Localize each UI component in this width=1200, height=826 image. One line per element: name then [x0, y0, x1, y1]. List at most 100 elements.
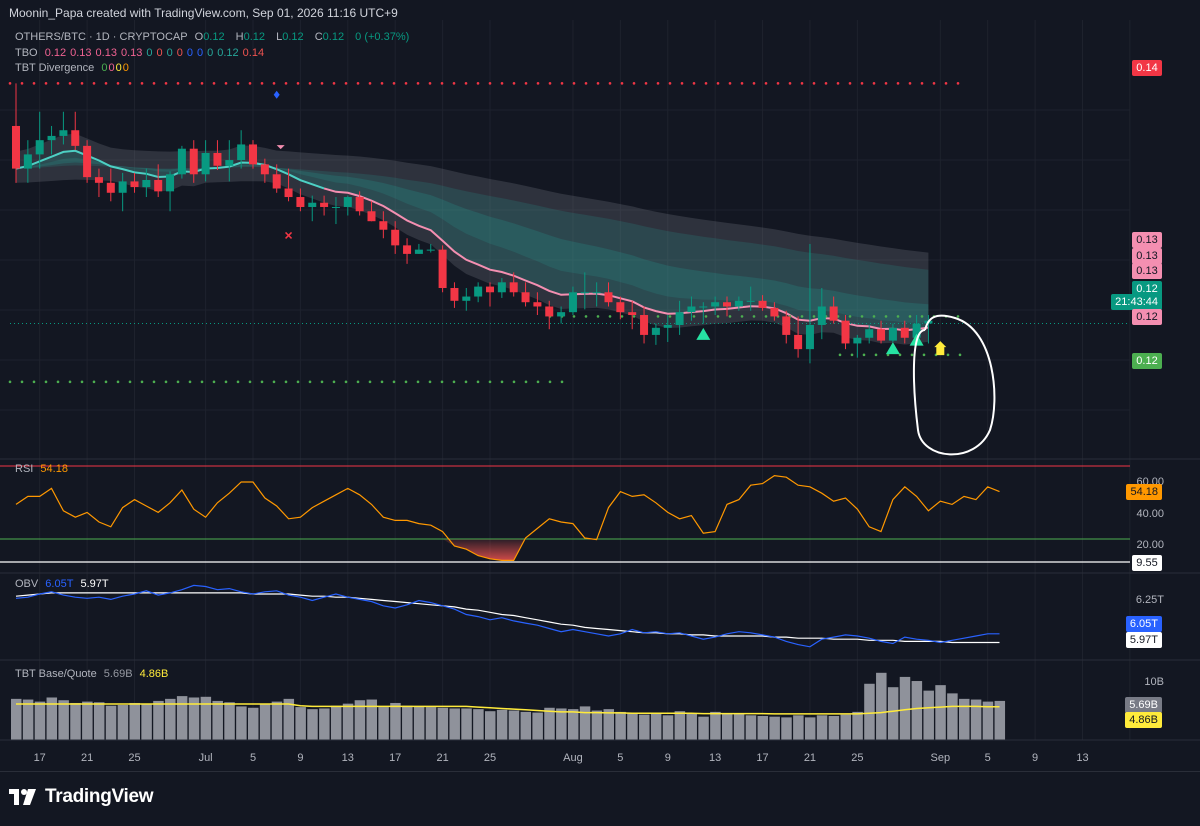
obv-axis-tick: 6.25T [1135, 594, 1164, 606]
candle-body [391, 229, 400, 246]
candle-body [225, 160, 234, 166]
divergence-values: 0000 [101, 62, 130, 74]
volume-bar [46, 697, 58, 740]
support-dot [440, 380, 444, 384]
support-dot-recent [956, 315, 960, 318]
candle-body [272, 174, 281, 189]
symbol-name[interactable]: OTHERS/BTC · 1D · CRYPTOCAP [15, 31, 188, 43]
resistance-dot [668, 82, 672, 85]
price-label: 0.12 [1132, 281, 1162, 297]
support-dot [416, 380, 420, 384]
support-dot [152, 380, 156, 384]
candle-body [106, 182, 115, 193]
resistance-dot [608, 82, 612, 85]
candle-body [687, 306, 696, 313]
tbo-value: 0.13 [120, 47, 143, 59]
support-dot [560, 380, 564, 384]
support-dot [356, 380, 360, 384]
time-axis-tick: 9 [1032, 752, 1039, 764]
ma-cloud-outer [16, 133, 929, 345]
volume-bar [899, 676, 911, 740]
obv-legend[interactable]: OBV 6.05T 5.97T [15, 578, 113, 590]
resistance-dot [320, 82, 324, 85]
candle-body [71, 130, 80, 146]
volume-legend[interactable]: TBT Base/Quote 5.69B 4.86B [15, 668, 172, 680]
support-dot-recent [872, 315, 876, 318]
resistance-dot [44, 82, 48, 85]
resistance-dot [512, 82, 516, 85]
support-dot [512, 380, 516, 384]
candle-body [782, 316, 791, 335]
support-dot [164, 380, 168, 384]
candle-body [616, 302, 625, 313]
volume-bar [828, 716, 840, 740]
volume-bar [686, 713, 697, 740]
tbo-values: 0.12 0.13 0.13 0.13 0 0 0 0 0 0 0 0.12 0.14 [45, 47, 268, 59]
candle-body [201, 152, 210, 175]
candle-body [35, 140, 44, 155]
support-dot [236, 380, 240, 384]
support-dot-low [922, 353, 926, 357]
rsi-legend[interactable]: RSI 54.18 [15, 463, 72, 475]
support-dot-recent [656, 315, 660, 318]
time-axis-tick: 13 [709, 752, 722, 764]
support-dot-recent [668, 315, 672, 318]
volume-bar [319, 708, 330, 740]
divergence-value: 0 [101, 62, 108, 74]
support-dot-low [910, 353, 914, 357]
support-dot-recent [812, 315, 816, 318]
candle-body [486, 286, 494, 293]
symbol-legend[interactable]: OTHERS/BTC · 1D · CRYPTOCAP O0.12 H0.12 … [15, 31, 410, 43]
candle-body [758, 300, 767, 308]
resistance-dot [212, 82, 216, 85]
support-dot-recent [704, 315, 708, 318]
grid-lines [0, 20, 1131, 740]
resistance-dot [584, 82, 588, 85]
volume-bar [639, 714, 650, 740]
candle-body [414, 249, 423, 254]
volume-bar [615, 711, 626, 740]
support-dot-recent [896, 315, 900, 318]
support-dot-recent [620, 315, 624, 318]
divergence-label: TBT Divergence [15, 62, 95, 74]
rsi-line [15, 474, 1000, 561]
volume-bar [295, 707, 306, 740]
candle-body [865, 329, 874, 338]
resistance-dot [128, 82, 132, 85]
candle-body [367, 211, 376, 222]
support-dot [248, 380, 252, 384]
resistance-dot [92, 82, 96, 85]
volume-bar [816, 715, 828, 740]
time-axis-tick: 17 [756, 752, 769, 764]
support-dot-recent [728, 315, 732, 318]
volume-bar [911, 681, 923, 740]
rsi-value: 54.18 [40, 463, 68, 475]
volume-bar [876, 672, 887, 740]
volume-bar [733, 713, 745, 740]
resistance-dot [908, 82, 912, 85]
tbo-value: 0 [156, 47, 163, 59]
support-dot-recent [596, 315, 600, 318]
candle-body [249, 144, 257, 165]
resistance-dot [272, 82, 276, 85]
rsi-axis-tick: 40.00 [1136, 508, 1164, 520]
volume-bar [224, 702, 235, 740]
chart-canvas[interactable] [0, 0, 1200, 771]
volume-bar [141, 704, 152, 740]
support-dot [344, 380, 348, 384]
volume-bar [579, 706, 591, 740]
divergence-legend[interactable]: TBT Divergence 0000 [15, 62, 134, 74]
tbo-value: 0 [146, 47, 153, 59]
volume-ma-label: 4.86B [1125, 712, 1162, 728]
resistance-dot [740, 82, 744, 85]
resistance-dot [176, 82, 180, 85]
tradingview-logo[interactable]: TradingView [9, 786, 154, 808]
resistance-dot [896, 82, 900, 85]
time-axis-tick: Aug [563, 752, 583, 764]
resistance-dot [500, 82, 504, 85]
volume-bar [769, 716, 780, 740]
obv-ma-label: 5.97T [1125, 632, 1162, 648]
tbo-legend[interactable]: TBO 0.12 0.13 0.13 0.13 0 0 0 0 0 0 0 0.12 0.14 [15, 47, 272, 59]
candle-body [438, 249, 447, 289]
volume-bar [698, 716, 709, 740]
